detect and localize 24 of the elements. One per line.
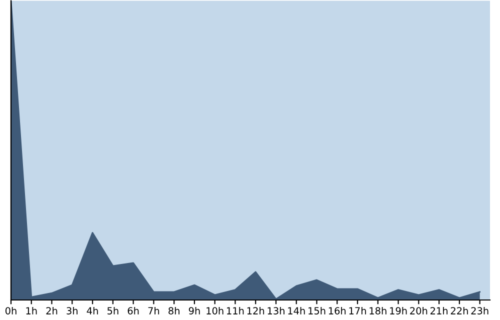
x-tick-label: 11h	[227, 306, 244, 314]
x-tick-label: 13h	[268, 306, 284, 314]
x-tick-label: 8h	[168, 306, 180, 314]
x-tick-label: 7h	[148, 306, 160, 314]
x-tick-label: 23h	[471, 306, 488, 314]
x-tick-label: 4h	[86, 306, 98, 314]
x-tick-label: 3h	[66, 306, 78, 314]
x-tick-label: 22h	[450, 306, 468, 314]
x-tick-label: 18h	[370, 306, 386, 314]
x-tick-label: 1h	[26, 306, 37, 314]
x-tick-label: 16h	[328, 306, 346, 314]
x-tick-label: 9h	[188, 306, 200, 314]
x-tick-label: 21h	[430, 306, 448, 314]
x-tick-label: 10h	[206, 306, 224, 314]
x-tick-label: 6h	[128, 306, 139, 314]
x-tick-label: 12h	[247, 306, 264, 314]
x-tick-label: 14h	[288, 306, 305, 314]
x-tick-label: 19h	[390, 306, 407, 314]
x-tick-label: 15h	[308, 306, 326, 314]
x-tick-label: 17h	[349, 306, 366, 314]
x-tick-label: 20h	[410, 306, 428, 314]
x-tick-label: 5h	[107, 306, 118, 314]
x-tick-label: 2h	[46, 306, 58, 314]
x-tick-label: 0h	[5, 306, 16, 314]
